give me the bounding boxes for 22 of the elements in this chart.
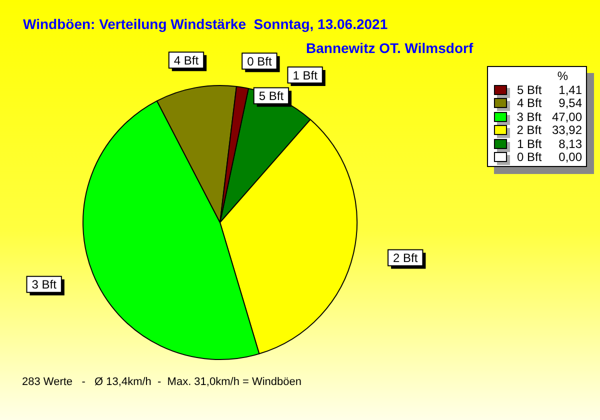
text: 0,00 xyxy=(558,150,582,164)
chart-subtitle: Bannewitz OT. Wilmsdorf xyxy=(306,40,474,56)
category-label: 0 Bft xyxy=(247,54,272,68)
legend-title: % xyxy=(556,69,569,83)
chart-title: Windböen: Verteilung Windstärke Sonntag, 13.06.2021 xyxy=(23,16,388,32)
text: 283 Werte - Ø 13,4km/h - Max. 31,0km/h = Windböen xyxy=(22,376,302,388)
legend-label: 3 Bft xyxy=(516,110,542,124)
data-label: 33,92 xyxy=(552,123,582,138)
legend-label: 5 Bft xyxy=(517,82,543,97)
slice-label: 3 Bft xyxy=(32,278,58,292)
data-label: 1,41 xyxy=(558,82,582,97)
legend-label: 1 Bft xyxy=(517,136,543,151)
legend-label: 2 Bft xyxy=(516,123,542,138)
data-label: 47,00 xyxy=(552,110,582,124)
slice-label: 4 Bft xyxy=(174,53,200,68)
legend-label: 0 Bft xyxy=(517,150,543,164)
category-label: 5 Bft xyxy=(258,89,284,104)
data-label: 8,13 xyxy=(558,136,582,151)
slice-label: 2 Bft xyxy=(393,251,418,266)
legend-label: 4 Bft xyxy=(517,96,543,110)
data-label: 9,54 xyxy=(558,96,582,110)
slice-label: 1 Bft xyxy=(292,68,318,82)
